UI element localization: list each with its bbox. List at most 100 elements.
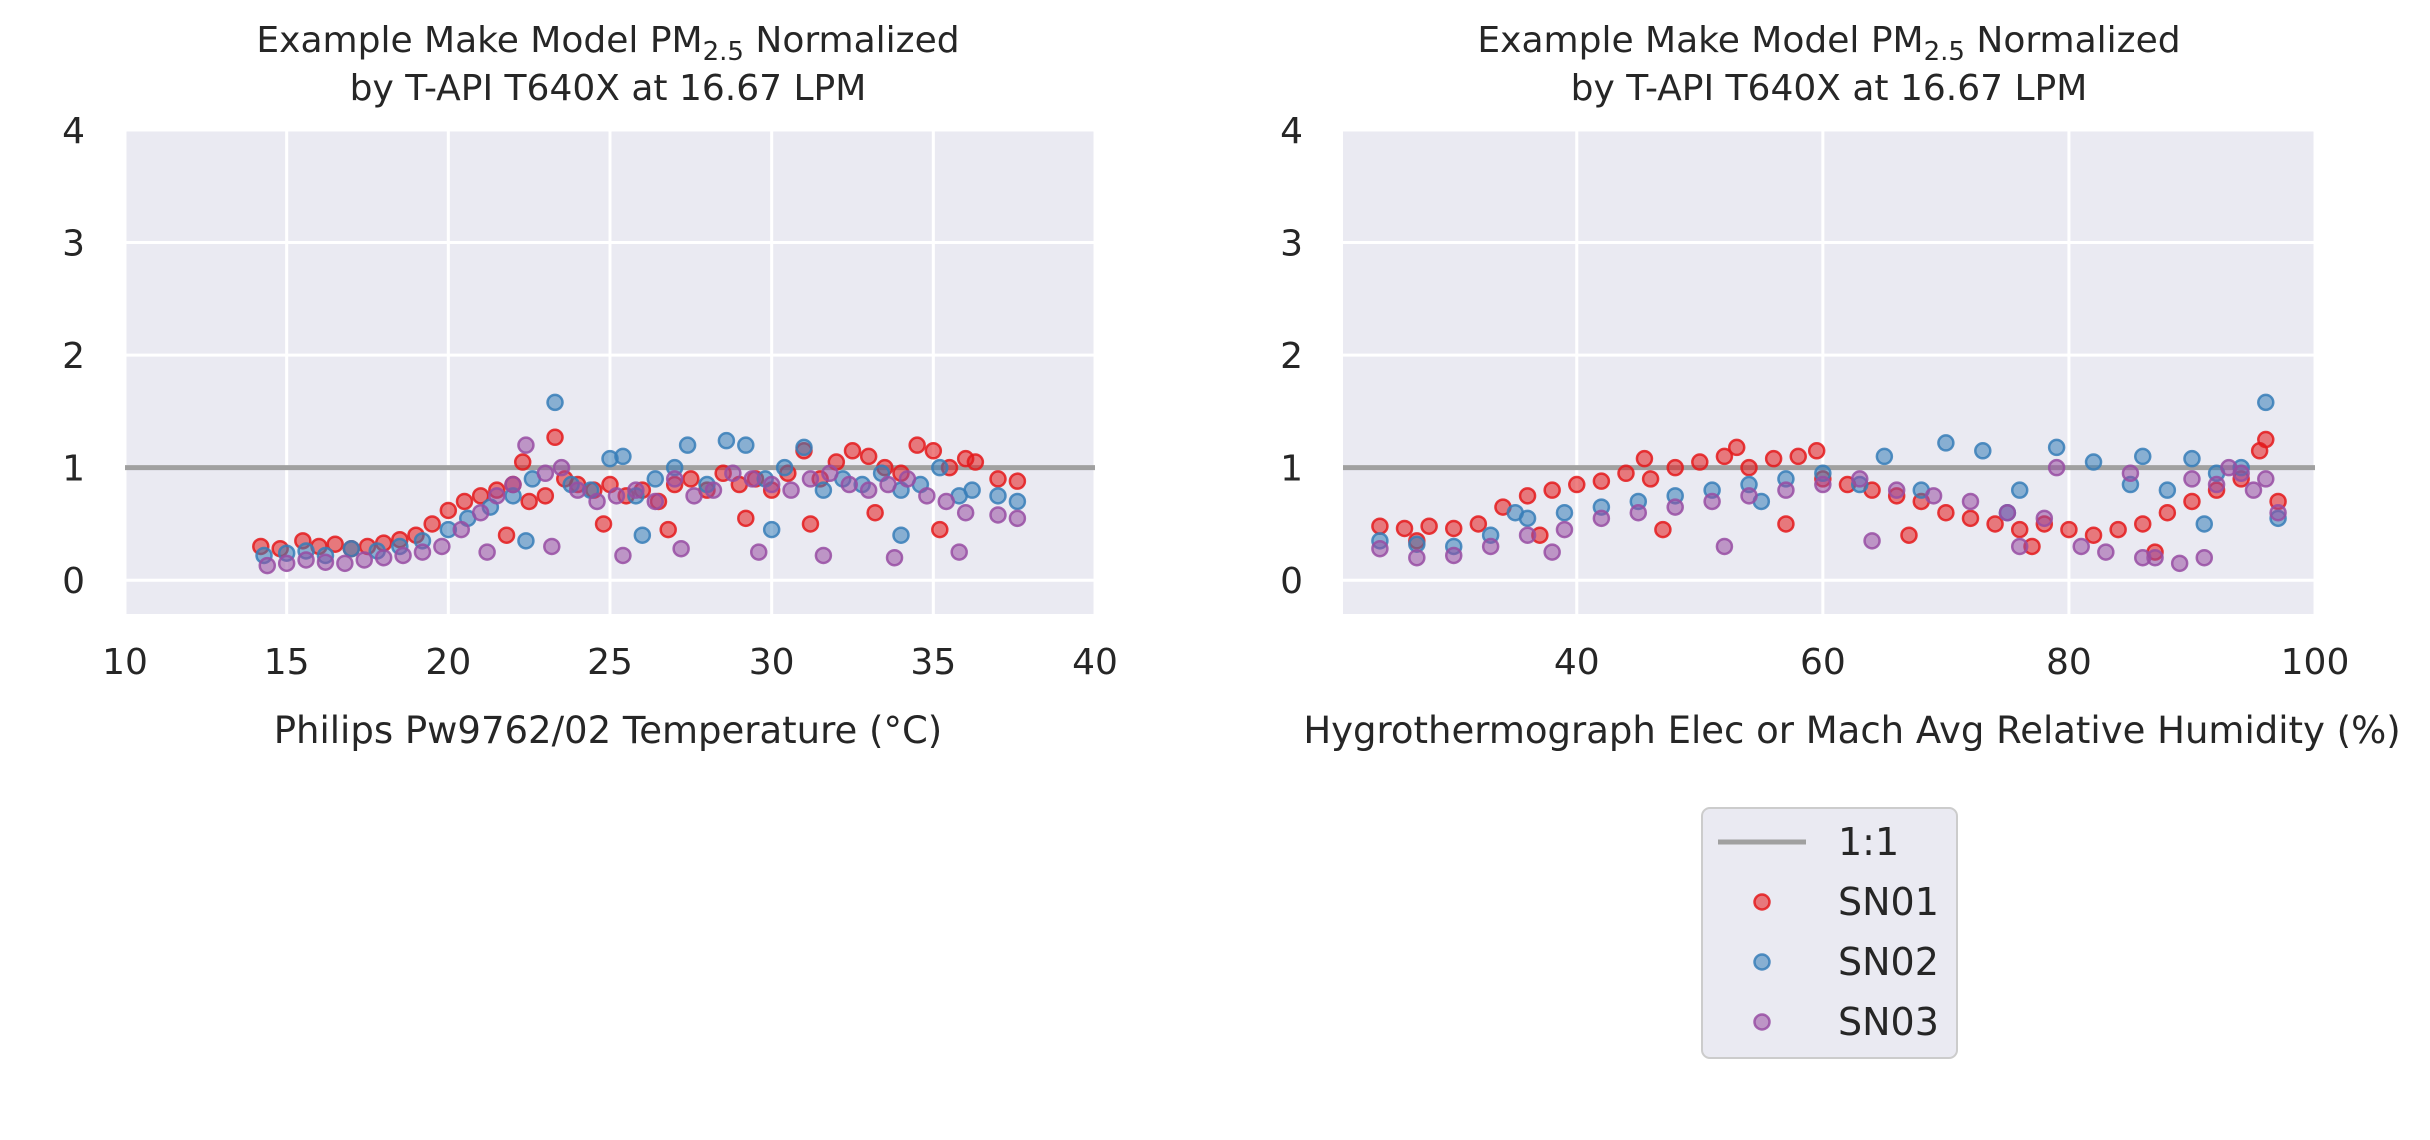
data-point	[879, 475, 897, 494]
legend-item-sn02: SN02	[1753, 940, 1939, 984]
data-point	[607, 487, 626, 505]
data-point	[517, 436, 535, 454]
data-point	[1543, 481, 1561, 499]
y-tick-label: 4	[1280, 111, 1303, 152]
data-point	[1395, 519, 1414, 538]
data-point	[1986, 515, 2004, 533]
data-point	[2257, 470, 2275, 488]
data-point	[1777, 515, 1795, 533]
data-point	[1715, 447, 1734, 466]
data-point	[1506, 503, 1525, 522]
data-point	[743, 470, 762, 488]
data-point	[316, 553, 335, 571]
legend-label: SN03	[1838, 1000, 1939, 1044]
data-point	[536, 487, 555, 505]
y-tick-label: 1	[62, 449, 85, 490]
data-point	[1875, 447, 1894, 466]
data-point	[989, 506, 1007, 524]
data-point	[2084, 526, 2103, 544]
legend: 1:1 SN01 SN02 SN03	[1701, 807, 1958, 1059]
chart-title-line2: by T-API T640X at 16.67 LPM	[1571, 68, 2088, 109]
x-tick-label: 40	[1072, 642, 1118, 683]
data-point	[2133, 447, 2152, 466]
data-point	[439, 501, 458, 520]
data-point	[2183, 449, 2201, 468]
data-point	[1617, 464, 1635, 483]
data-point	[685, 487, 703, 505]
data-point	[552, 458, 571, 477]
data-point	[355, 551, 374, 569]
data-point	[543, 537, 561, 556]
data-point	[843, 442, 862, 460]
data-point	[2060, 520, 2078, 539]
data-point	[2232, 464, 2250, 483]
chart-title: Example Make Model PM2.5 Normalized	[256, 20, 959, 67]
chart-title: Example Make Model PM2.5 Normalized	[1477, 20, 2180, 67]
y-tick-label: 2	[62, 336, 85, 377]
data-point	[2072, 537, 2090, 556]
data-point	[546, 393, 564, 412]
legend-label: 1:1	[1838, 820, 1899, 864]
data-point	[1961, 492, 1980, 511]
data-point	[455, 492, 474, 511]
data-point	[1008, 492, 1027, 511]
data-point	[1568, 475, 1586, 494]
data-point	[814, 481, 833, 499]
x-tick-label: 30	[749, 642, 795, 683]
data-point	[1740, 458, 1758, 477]
legend-label: SN02	[1838, 940, 1939, 984]
data-point	[1371, 539, 1389, 558]
x-axis-label: Philips Pw9762/02 Temperature (°C)	[274, 709, 943, 752]
data-point	[1666, 498, 1684, 516]
y-tick-label: 0	[1280, 561, 1303, 602]
data-point	[659, 520, 677, 539]
data-point	[2257, 430, 2275, 449]
data-point	[1666, 458, 1684, 477]
data-point	[513, 453, 532, 471]
data-point	[898, 470, 917, 488]
data-point	[1635, 449, 1654, 468]
data-point	[924, 442, 943, 460]
data-point	[568, 481, 587, 499]
x-tick-label: 15	[264, 642, 310, 683]
chart-humidity: Example Make Model PM2.5 Normalized by T…	[1280, 20, 2401, 752]
legend-item-sn01: SN01	[1753, 880, 1939, 924]
data-point	[908, 436, 926, 454]
y-tick-label: 0	[62, 561, 85, 602]
data-point	[2109, 520, 2127, 539]
data-point	[336, 554, 354, 573]
data-point	[1371, 517, 1389, 535]
data-point	[1408, 548, 1426, 567]
data-point	[2183, 470, 2201, 488]
y-tick-label: 3	[1280, 224, 1303, 265]
data-point	[1543, 543, 1561, 561]
data-point	[1444, 519, 1463, 538]
data-point	[1641, 470, 1660, 488]
data-point	[724, 464, 742, 483]
data-point	[1444, 546, 1463, 565]
data-point	[1481, 537, 1500, 556]
chart-temperature: Example Make Model PM2.5 Normalized by T…	[62, 20, 1118, 752]
data-point	[682, 470, 700, 488]
data-point	[801, 470, 820, 488]
x-tick-label: 20	[425, 642, 471, 683]
legend-marker-swatch	[1753, 953, 1771, 971]
data-point	[1851, 470, 1869, 488]
data-point	[452, 520, 471, 539]
data-point	[782, 481, 800, 499]
data-point	[2010, 537, 2029, 556]
y-tick-label: 4	[62, 111, 85, 152]
data-point	[956, 503, 975, 522]
data-point	[326, 535, 344, 553]
data-point	[536, 464, 555, 483]
x-tick-label: 40	[1554, 642, 1600, 683]
data-point	[1900, 526, 1918, 544]
data-point	[277, 554, 296, 573]
data-point	[2097, 543, 2115, 561]
data-point	[1629, 503, 1648, 522]
data-point	[1998, 503, 2017, 522]
data-point	[1518, 487, 1537, 505]
data-point	[931, 458, 949, 477]
data-point	[775, 458, 794, 477]
